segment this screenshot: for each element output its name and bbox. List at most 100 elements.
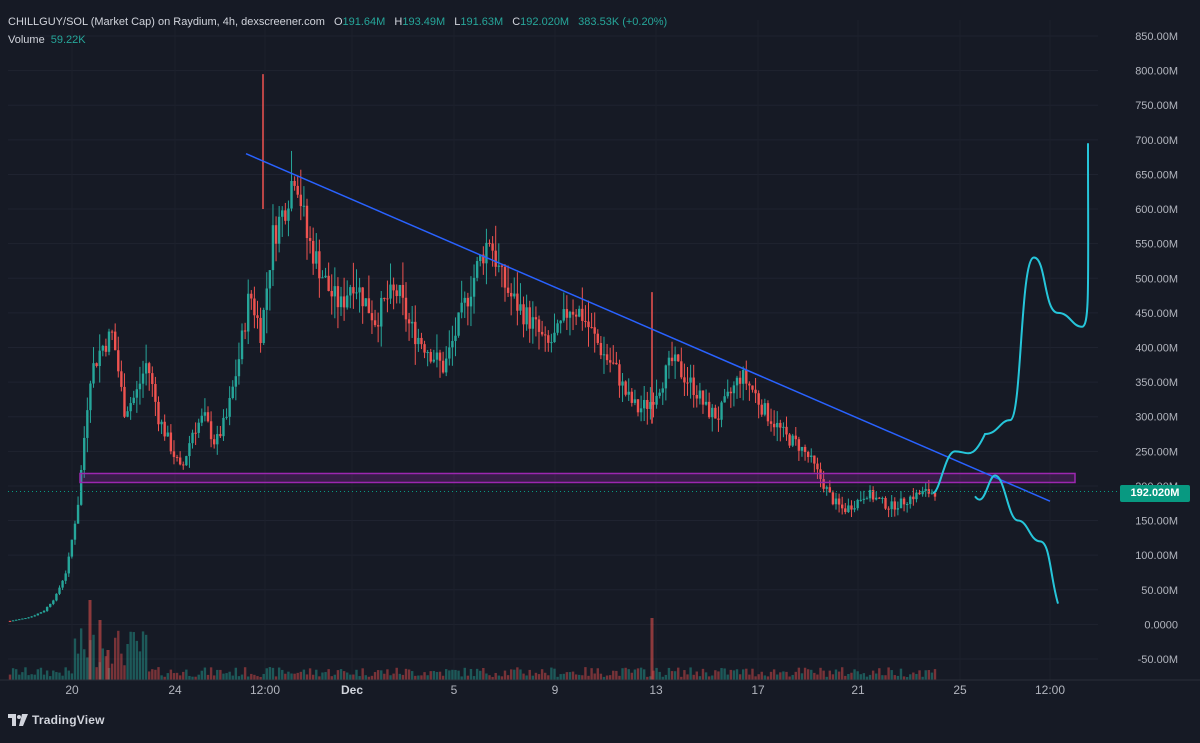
candle-body bbox=[605, 354, 609, 361]
candle-body bbox=[633, 399, 637, 403]
candle-body bbox=[491, 243, 494, 251]
volume-bar bbox=[794, 671, 797, 680]
candle-body bbox=[237, 359, 241, 377]
volume-bar bbox=[182, 671, 185, 680]
y-tick-label: 750.00M bbox=[1135, 100, 1178, 112]
volume-bar bbox=[132, 632, 135, 680]
candle-body bbox=[188, 443, 191, 457]
tradingview-logo[interactable]: TradingView bbox=[8, 713, 105, 727]
volume-bar bbox=[825, 676, 828, 680]
symbol-label[interactable]: CHILLGUY/SOL (Market Cap) on Raydium, 4h… bbox=[8, 16, 325, 28]
candle-body bbox=[39, 612, 43, 614]
volume-bar bbox=[451, 669, 454, 680]
volume-bar bbox=[491, 676, 494, 680]
y-tick-label: 650.00M bbox=[1135, 169, 1178, 181]
volume-bar bbox=[766, 676, 770, 680]
change-value: 383.53K (+0.20%) bbox=[578, 16, 668, 28]
volume-bar bbox=[621, 668, 624, 680]
candle-body bbox=[101, 345, 105, 351]
candle-body bbox=[500, 265, 504, 267]
volume-bar bbox=[148, 671, 151, 680]
volume-label[interactable]: Volume bbox=[8, 34, 45, 46]
candle-body bbox=[70, 539, 74, 557]
candle-body bbox=[531, 317, 535, 329]
candle-body bbox=[893, 501, 896, 510]
candle-body bbox=[182, 464, 185, 466]
y-tick-label: 800.00M bbox=[1135, 66, 1178, 78]
candle-body bbox=[677, 354, 680, 362]
candle-body bbox=[881, 497, 884, 499]
candle-body bbox=[884, 497, 887, 509]
volume-bar bbox=[800, 673, 804, 680]
volume-bar bbox=[844, 675, 847, 680]
candle-body bbox=[559, 320, 562, 324]
volume-bar bbox=[73, 638, 77, 680]
x-tick-label: 5 bbox=[451, 683, 458, 697]
candle-body bbox=[562, 309, 565, 321]
volume-bar bbox=[720, 668, 723, 680]
candle-body bbox=[875, 497, 878, 500]
candle-body bbox=[853, 508, 856, 510]
volume-bar bbox=[373, 672, 377, 680]
volume-bar bbox=[717, 671, 720, 680]
volume-bar bbox=[454, 669, 457, 680]
candle-body bbox=[352, 287, 355, 294]
volume-bar bbox=[429, 671, 432, 680]
volume-bar bbox=[503, 670, 507, 680]
candle-body bbox=[905, 504, 909, 506]
close-label: C bbox=[512, 16, 521, 28]
volume-bar bbox=[930, 672, 934, 680]
trendline bbox=[245, 152, 1051, 502]
candle-body bbox=[404, 297, 408, 320]
volume-bar bbox=[853, 669, 856, 680]
volume-bar bbox=[79, 628, 83, 680]
candle-body bbox=[14, 619, 18, 621]
volume-bar bbox=[822, 670, 825, 680]
candle-body bbox=[612, 362, 615, 364]
candle-body bbox=[494, 250, 497, 267]
candle-body bbox=[661, 388, 664, 393]
candle-body bbox=[701, 390, 705, 405]
x-tick-label: 13 bbox=[649, 683, 663, 697]
candle-body bbox=[797, 439, 801, 451]
volume-bar bbox=[698, 676, 702, 680]
volume-bar bbox=[683, 670, 686, 680]
candle-body bbox=[485, 242, 488, 264]
volume-bar bbox=[160, 675, 163, 680]
candle-body bbox=[664, 365, 668, 389]
volume-bar bbox=[398, 673, 401, 680]
volume-bar bbox=[448, 670, 451, 680]
candle-body bbox=[513, 293, 516, 297]
volume-bar bbox=[330, 676, 333, 680]
volume-bar bbox=[333, 674, 337, 680]
volume-bar bbox=[797, 667, 801, 680]
volume-bar bbox=[726, 674, 729, 680]
candle-body bbox=[565, 309, 569, 318]
candle-body bbox=[271, 225, 275, 271]
volume-bar bbox=[893, 675, 896, 680]
volume-bar bbox=[417, 675, 420, 680]
volume-bar bbox=[49, 676, 52, 680]
candle-body bbox=[373, 320, 377, 326]
volume-bar bbox=[602, 676, 606, 680]
volume-bar bbox=[655, 667, 658, 680]
volume-bar bbox=[506, 675, 510, 680]
candle-body bbox=[596, 333, 599, 343]
volume-bar bbox=[513, 669, 516, 680]
volume-bar bbox=[559, 674, 562, 680]
candle-body bbox=[847, 505, 850, 513]
volume-bar bbox=[256, 676, 259, 680]
volume-bar bbox=[562, 673, 565, 680]
volume-bar bbox=[426, 675, 429, 680]
candle-body bbox=[268, 270, 272, 289]
candle-body bbox=[868, 490, 872, 499]
candle-body bbox=[160, 421, 163, 425]
candle-body bbox=[92, 363, 95, 384]
y-tick-label: 700.00M bbox=[1135, 135, 1178, 147]
volume-bar bbox=[803, 667, 807, 680]
volume-bar bbox=[729, 669, 733, 680]
candle-body bbox=[104, 345, 108, 352]
candle-body bbox=[73, 523, 77, 540]
